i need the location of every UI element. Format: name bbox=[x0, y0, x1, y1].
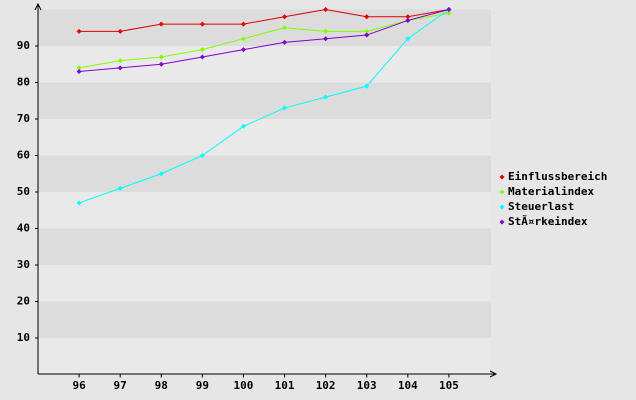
data-point bbox=[405, 36, 411, 42]
grid-band bbox=[38, 192, 491, 229]
y-tick-label: 80 bbox=[17, 76, 30, 89]
data-point bbox=[364, 83, 370, 89]
x-tick-label: 97 bbox=[114, 379, 127, 392]
series-line bbox=[78, 9, 450, 204]
x-tick-label: 101 bbox=[275, 379, 295, 392]
data-point bbox=[199, 153, 205, 158]
series-line bbox=[79, 8, 449, 32]
grid-band bbox=[38, 301, 491, 338]
x-tick-label: 105 bbox=[439, 379, 459, 392]
legend-marker bbox=[499, 174, 505, 180]
legend-marker bbox=[499, 189, 505, 195]
data-point bbox=[117, 185, 123, 191]
data-point bbox=[240, 36, 246, 42]
x-tick-label: 99 bbox=[196, 379, 209, 392]
data-point bbox=[323, 94, 329, 100]
y-tick-label: 60 bbox=[17, 149, 30, 162]
data-point bbox=[117, 28, 123, 34]
legend-label: Steuerlast bbox=[508, 200, 574, 213]
x-axis-arrow bbox=[489, 370, 498, 378]
data-point bbox=[158, 54, 164, 60]
y-tick-label: 70 bbox=[17, 112, 30, 125]
data-point bbox=[76, 28, 82, 34]
data-point bbox=[240, 123, 246, 129]
data-point bbox=[323, 36, 329, 42]
data-point bbox=[282, 25, 288, 31]
y-tick-label: 90 bbox=[17, 39, 30, 52]
data-point bbox=[446, 10, 452, 16]
grid-band bbox=[38, 265, 491, 302]
data-point bbox=[405, 14, 411, 20]
data-point bbox=[282, 14, 288, 20]
data-point bbox=[199, 54, 205, 60]
data-point bbox=[76, 69, 82, 75]
data-point bbox=[117, 65, 123, 71]
x-tick-label: 98 bbox=[155, 379, 168, 392]
data-point bbox=[158, 61, 164, 67]
data-point bbox=[76, 65, 82, 71]
y-tick-label: 50 bbox=[17, 185, 30, 198]
x-tick-label: 104 bbox=[398, 379, 418, 392]
data-point bbox=[158, 21, 164, 27]
data-point bbox=[240, 47, 246, 53]
grid-band bbox=[38, 338, 491, 375]
series-line bbox=[79, 9, 450, 73]
y-tick-label: 40 bbox=[17, 222, 30, 235]
data-point bbox=[446, 7, 452, 12]
x-tick-label: 100 bbox=[234, 379, 254, 392]
grid-band bbox=[38, 46, 491, 83]
data-point bbox=[323, 28, 329, 34]
y-axis-arrow bbox=[34, 2, 42, 11]
data-point bbox=[282, 105, 288, 111]
grid-band bbox=[38, 82, 491, 119]
y-tick-label: 30 bbox=[17, 258, 30, 271]
legend-label: Einflussbereich bbox=[508, 170, 607, 183]
grid-band bbox=[38, 155, 491, 192]
y-tick-label: 10 bbox=[17, 331, 30, 344]
grid-band bbox=[38, 228, 491, 265]
data-point bbox=[364, 14, 370, 20]
grid-band bbox=[38, 119, 491, 156]
x-tick-label: 102 bbox=[316, 379, 336, 392]
y-tick-label: 20 bbox=[17, 295, 30, 308]
data-point bbox=[364, 32, 370, 38]
data-point bbox=[282, 39, 288, 45]
data-point bbox=[405, 17, 411, 23]
data-point bbox=[240, 21, 246, 27]
data-point bbox=[117, 58, 123, 64]
legend-marker bbox=[499, 204, 505, 210]
data-point bbox=[199, 47, 205, 53]
data-point bbox=[323, 7, 329, 12]
x-tick-label: 103 bbox=[357, 379, 377, 392]
data-point bbox=[76, 200, 82, 206]
data-point bbox=[364, 28, 370, 34]
data-point bbox=[199, 21, 205, 27]
series-line bbox=[79, 12, 449, 69]
data-point bbox=[158, 171, 164, 177]
legend-marker bbox=[499, 219, 505, 225]
legend-label: Materialindex bbox=[508, 185, 594, 198]
legend-label: StÃ¤rkeindex bbox=[508, 215, 588, 228]
x-tick-label: 96 bbox=[72, 379, 86, 392]
